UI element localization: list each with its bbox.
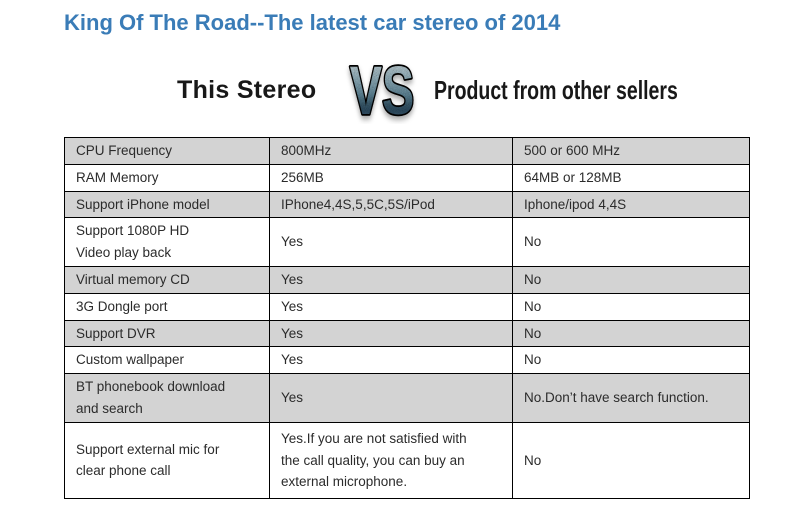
svg-text:VS: VS — [350, 58, 414, 124]
